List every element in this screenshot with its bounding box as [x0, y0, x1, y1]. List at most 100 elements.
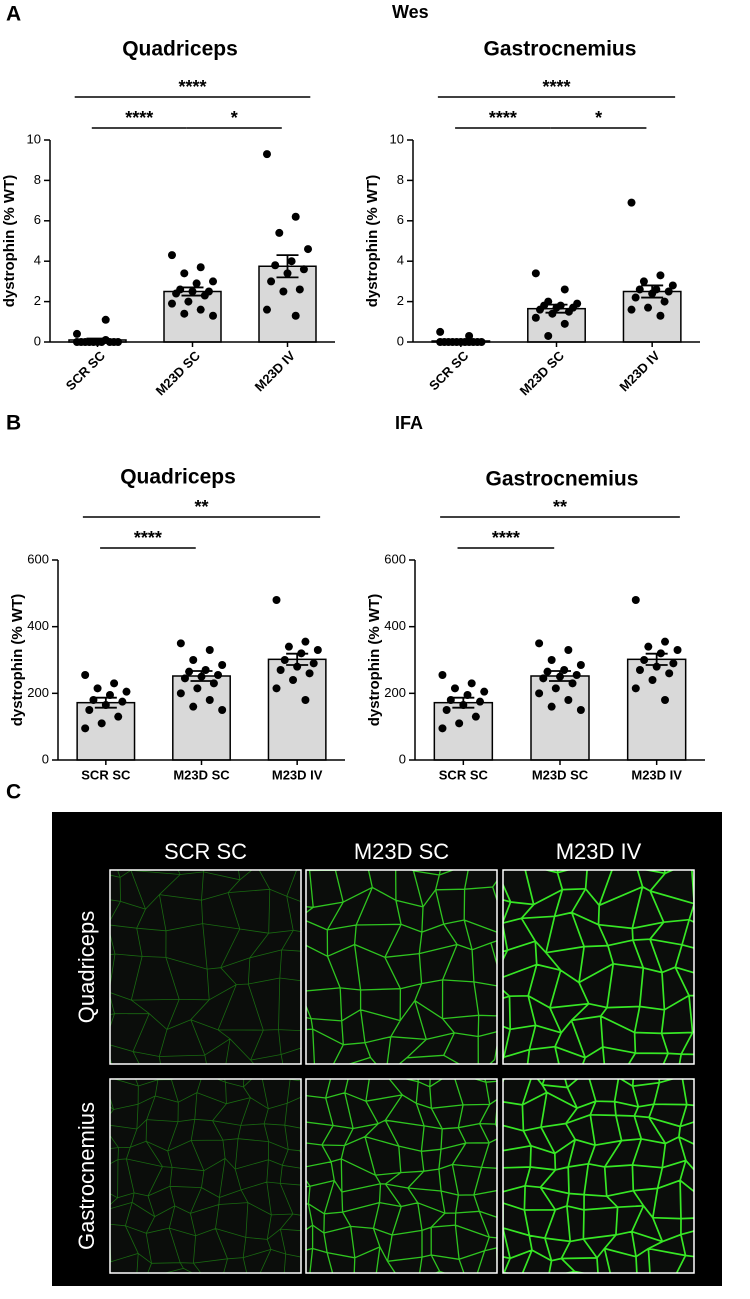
data-point — [661, 696, 670, 704]
data-point — [305, 669, 314, 678]
data-point — [180, 269, 189, 278]
data-point — [535, 689, 544, 698]
data-point — [631, 684, 640, 693]
significance-label: **** — [134, 528, 162, 548]
data-point — [301, 637, 310, 646]
panel-label: C — [6, 781, 21, 804]
y-tick-label: 8 — [397, 172, 404, 187]
data-point — [480, 687, 489, 696]
error-bar — [276, 254, 299, 279]
data-point — [279, 287, 288, 296]
x-tick-label: M23D IV — [272, 767, 323, 782]
data-point — [544, 331, 553, 340]
cell-membranes — [503, 1079, 694, 1273]
data-point — [209, 311, 218, 320]
data-point — [576, 706, 585, 714]
significance-label: **** — [489, 108, 517, 128]
data-point — [476, 697, 485, 706]
cell-membranes — [110, 870, 301, 1064]
data-point — [560, 319, 569, 328]
data-point — [661, 637, 670, 646]
micrograph — [503, 870, 694, 1064]
y-tick-label: 0 — [397, 333, 404, 348]
data-point — [438, 671, 447, 679]
significance-label: **** — [125, 108, 153, 128]
data-point — [209, 277, 218, 286]
y-tick-label: 200 — [27, 685, 49, 700]
data-point — [639, 277, 648, 286]
data-point — [668, 281, 677, 290]
y-tick-label: 10 — [390, 131, 404, 146]
data-point — [467, 679, 476, 688]
data-point — [564, 307, 573, 316]
data-point — [196, 263, 205, 272]
data-point — [85, 706, 94, 714]
data-point — [176, 639, 185, 648]
micrograph — [110, 1079, 301, 1273]
column-label: M23D IV — [556, 839, 642, 864]
error-bar — [545, 303, 568, 314]
error-bar — [181, 286, 204, 297]
data-point — [289, 676, 298, 684]
data-point — [635, 285, 644, 294]
data-point — [547, 656, 556, 664]
data-point — [450, 684, 459, 693]
data-point — [465, 331, 474, 340]
significance-label: ** — [194, 497, 208, 517]
y-axis-label: dystrophin (% WT) — [1, 175, 18, 307]
micrograph — [306, 1079, 497, 1273]
section-title: Wes — [392, 2, 429, 22]
error-bar — [286, 652, 309, 666]
data-point — [572, 671, 581, 679]
y-tick-label: 4 — [397, 253, 404, 268]
data-point — [275, 228, 284, 237]
data-point — [564, 696, 573, 704]
data-point — [214, 671, 223, 679]
data-point — [576, 661, 585, 669]
error-bar — [452, 696, 475, 709]
data-point — [118, 697, 127, 706]
micrograph-border — [305, 1078, 498, 1274]
x-tick-label: SCR SC — [63, 348, 109, 394]
data-point — [471, 712, 480, 721]
data-point — [72, 329, 81, 338]
data-point — [313, 646, 322, 654]
data-point — [284, 642, 293, 651]
micrograph-border — [109, 1078, 302, 1274]
data-point — [656, 311, 665, 320]
error-bar — [190, 670, 213, 682]
y-tick-label: 2 — [397, 293, 404, 308]
data-point — [97, 719, 106, 728]
bar — [530, 675, 590, 761]
micrograph-border — [109, 869, 302, 1065]
x-tick-label: M23D SC — [173, 767, 230, 782]
data-point — [640, 656, 649, 664]
y-tick-label: 6 — [34, 212, 41, 227]
data-point — [291, 212, 300, 221]
data-point — [627, 305, 636, 314]
data-point — [180, 674, 189, 683]
data-point — [547, 702, 556, 711]
data-point — [81, 671, 90, 679]
data-point — [218, 706, 227, 714]
x-tick-label: M23D SC — [153, 348, 204, 399]
data-point — [438, 724, 447, 733]
data-point — [535, 305, 544, 314]
data-point — [93, 684, 102, 693]
data-point — [560, 285, 569, 294]
data-point — [267, 277, 276, 286]
data-point — [272, 684, 281, 693]
data-point — [167, 299, 176, 308]
x-tick-label: SCR SC — [81, 767, 131, 782]
y-tick-label: 2 — [34, 293, 41, 308]
data-point — [673, 646, 682, 654]
data-point — [455, 719, 464, 728]
micrograph — [306, 870, 497, 1064]
data-point — [205, 646, 214, 654]
data-point — [644, 642, 653, 651]
cell-membranes — [306, 1079, 497, 1273]
data-point — [176, 689, 185, 698]
data-point — [81, 724, 90, 733]
error-bar — [645, 652, 668, 666]
y-axis-label: dystrophin (% WT) — [9, 594, 26, 726]
